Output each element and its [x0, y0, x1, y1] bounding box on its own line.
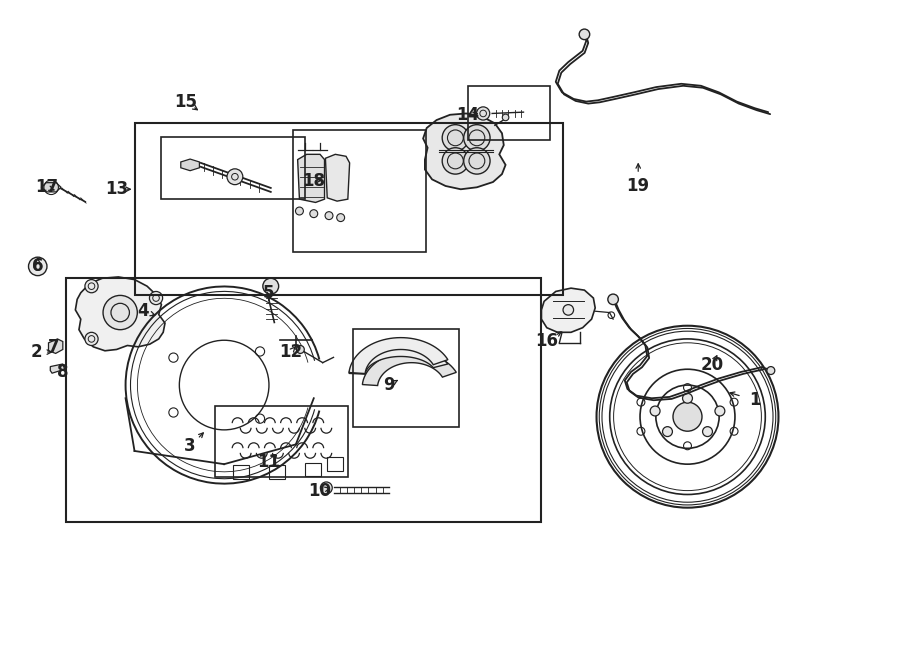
- Circle shape: [337, 214, 345, 222]
- Text: 18: 18: [302, 171, 325, 190]
- Circle shape: [442, 124, 469, 151]
- Text: 1: 1: [749, 391, 760, 409]
- Text: 2: 2: [30, 343, 41, 361]
- Text: 12: 12: [279, 343, 302, 361]
- Circle shape: [442, 148, 469, 174]
- Circle shape: [502, 114, 508, 120]
- Circle shape: [227, 169, 243, 185]
- Text: 20: 20: [700, 356, 724, 374]
- Circle shape: [103, 295, 138, 330]
- Bar: [134, 123, 562, 295]
- Circle shape: [703, 427, 713, 436]
- Circle shape: [295, 207, 303, 215]
- Circle shape: [29, 257, 47, 275]
- Polygon shape: [50, 364, 65, 373]
- Circle shape: [767, 367, 775, 375]
- Polygon shape: [49, 339, 63, 354]
- Circle shape: [662, 427, 672, 436]
- Circle shape: [673, 402, 702, 431]
- Polygon shape: [41, 183, 61, 192]
- Polygon shape: [363, 352, 456, 385]
- Circle shape: [477, 107, 490, 120]
- Circle shape: [296, 346, 304, 354]
- Text: 17: 17: [35, 178, 58, 197]
- Polygon shape: [298, 154, 325, 203]
- Circle shape: [149, 291, 163, 305]
- Polygon shape: [423, 113, 506, 189]
- Text: 5: 5: [263, 284, 274, 302]
- Text: 19: 19: [626, 177, 650, 195]
- Polygon shape: [349, 348, 448, 374]
- Circle shape: [580, 29, 590, 40]
- Text: 9: 9: [383, 376, 395, 394]
- Polygon shape: [181, 159, 200, 171]
- Bar: [215, 406, 347, 477]
- Text: 16: 16: [536, 332, 558, 350]
- Polygon shape: [326, 154, 349, 201]
- Bar: [233, 465, 249, 479]
- Text: 11: 11: [257, 453, 281, 471]
- Bar: [468, 86, 551, 140]
- Text: 10: 10: [309, 481, 331, 500]
- Bar: [269, 465, 285, 479]
- Bar: [328, 457, 343, 471]
- Text: 6: 6: [32, 258, 43, 275]
- Bar: [161, 136, 305, 199]
- Circle shape: [310, 210, 318, 218]
- Circle shape: [464, 148, 490, 174]
- Text: 7: 7: [48, 338, 59, 356]
- Circle shape: [464, 124, 490, 151]
- Circle shape: [320, 482, 332, 494]
- Bar: [353, 329, 459, 426]
- Circle shape: [715, 406, 724, 416]
- Bar: [293, 130, 426, 252]
- Circle shape: [85, 279, 98, 293]
- Polygon shape: [349, 338, 448, 373]
- Bar: [67, 278, 542, 522]
- Text: 15: 15: [174, 93, 197, 111]
- Text: 3: 3: [184, 438, 196, 455]
- Circle shape: [682, 393, 692, 403]
- Polygon shape: [76, 277, 165, 351]
- Text: 4: 4: [138, 303, 149, 320]
- Text: 13: 13: [105, 180, 128, 198]
- Text: 8: 8: [57, 363, 68, 381]
- Text: 14: 14: [456, 106, 480, 124]
- Circle shape: [608, 294, 618, 305]
- Circle shape: [263, 278, 279, 294]
- Circle shape: [325, 212, 333, 220]
- Bar: [305, 463, 321, 476]
- Circle shape: [85, 332, 98, 346]
- Circle shape: [563, 305, 573, 315]
- Polygon shape: [542, 288, 595, 332]
- Circle shape: [650, 406, 660, 416]
